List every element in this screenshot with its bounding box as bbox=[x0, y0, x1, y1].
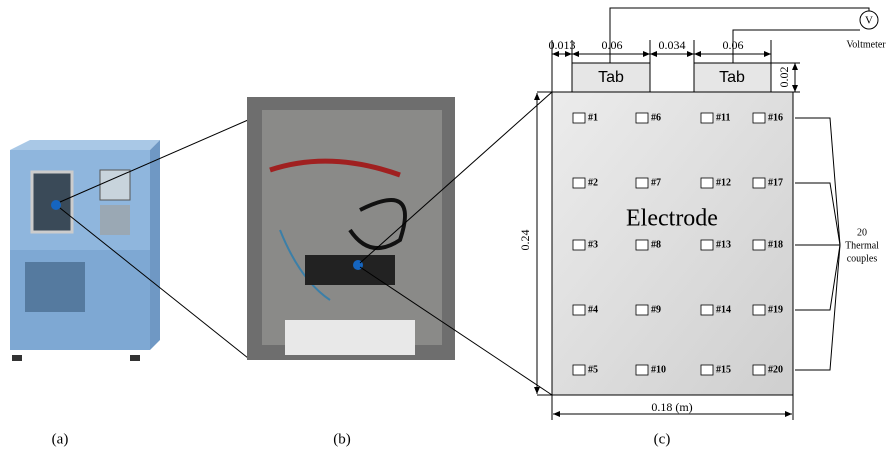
thermocouple-label: #14 bbox=[716, 304, 731, 315]
panel-label: (a) bbox=[52, 431, 69, 447]
wire bbox=[733, 30, 860, 63]
dimension-label: 0.06 bbox=[602, 38, 623, 52]
dimension-label: 0.06 bbox=[723, 38, 744, 52]
thermocouple bbox=[636, 305, 648, 315]
thermocouple bbox=[753, 365, 765, 375]
note-line: 20 bbox=[857, 227, 867, 238]
chamber-photo bbox=[10, 140, 160, 361]
thermocouple-label: #13 bbox=[716, 239, 731, 250]
voltmeter-label: Voltmeter bbox=[846, 39, 886, 50]
lead-wire bbox=[795, 183, 840, 245]
thermocouple-label: #5 bbox=[588, 364, 598, 375]
thermocouple-label: #19 bbox=[768, 304, 783, 315]
thermocouple bbox=[636, 178, 648, 188]
dimension-label: 0.24 bbox=[518, 230, 532, 251]
figure: Electrode Tab Tab V Voltmeter 0.013 0.06… bbox=[0, 0, 889, 459]
thermocouple-label: #8 bbox=[651, 239, 661, 250]
thermocouple bbox=[573, 113, 585, 123]
thermocouple bbox=[701, 240, 713, 250]
dimension-label: 0.013 bbox=[549, 38, 576, 52]
note-line: Thermal bbox=[845, 240, 879, 251]
thermocouple bbox=[636, 113, 648, 123]
thermocouple bbox=[701, 178, 713, 188]
thermocouple-label: #6 bbox=[651, 112, 661, 123]
thermocouple bbox=[753, 305, 765, 315]
wire bbox=[610, 8, 869, 63]
panel-label: (c) bbox=[654, 431, 671, 447]
thermocouple-label: #3 bbox=[588, 239, 598, 250]
thermocouple bbox=[753, 113, 765, 123]
dimension-label: 0.02 bbox=[777, 67, 791, 88]
thermocouple-label: #2 bbox=[588, 177, 598, 188]
thermocouple bbox=[701, 365, 713, 375]
panel-label: (b) bbox=[333, 431, 351, 447]
dimension-label: 0.034 bbox=[659, 38, 686, 52]
thermocouple-label: #20 bbox=[768, 364, 783, 375]
thermocouple-label: #16 bbox=[768, 112, 783, 123]
dimension-label: 0.18 (m) bbox=[651, 400, 692, 414]
tab-label: Tab bbox=[598, 69, 624, 86]
thermocouple-label: #17 bbox=[768, 177, 783, 188]
thermocouple bbox=[636, 240, 648, 250]
thermocouple bbox=[753, 240, 765, 250]
lead-wire bbox=[795, 118, 840, 245]
thermocouple-label: #10 bbox=[651, 364, 666, 375]
thermocouple-label: #9 bbox=[651, 304, 661, 315]
thermocouple bbox=[701, 305, 713, 315]
inside-photo bbox=[247, 97, 455, 360]
thermocouple-label: #1 bbox=[588, 112, 598, 123]
thermocouple-label: #12 bbox=[716, 177, 731, 188]
thermocouple-label: #7 bbox=[651, 177, 661, 188]
lead-wire bbox=[795, 245, 840, 310]
electrode-label: Electrode bbox=[626, 206, 718, 232]
thermocouple-label: #11 bbox=[716, 112, 730, 123]
voltmeter-symbol: V bbox=[865, 15, 873, 27]
lead-wire bbox=[795, 245, 840, 370]
thermocouple bbox=[573, 240, 585, 250]
thermocouple-label: #4 bbox=[588, 304, 598, 315]
thermocouple-label: #18 bbox=[768, 239, 783, 250]
thermocouple bbox=[573, 305, 585, 315]
thermocouple bbox=[573, 365, 585, 375]
note-line: couples bbox=[847, 253, 878, 264]
thermocouple bbox=[753, 178, 765, 188]
thermocouple-label: #15 bbox=[716, 364, 731, 375]
tab-label: Tab bbox=[719, 69, 745, 86]
thermocouple bbox=[636, 365, 648, 375]
thermocouple bbox=[573, 178, 585, 188]
thermocouple bbox=[701, 113, 713, 123]
